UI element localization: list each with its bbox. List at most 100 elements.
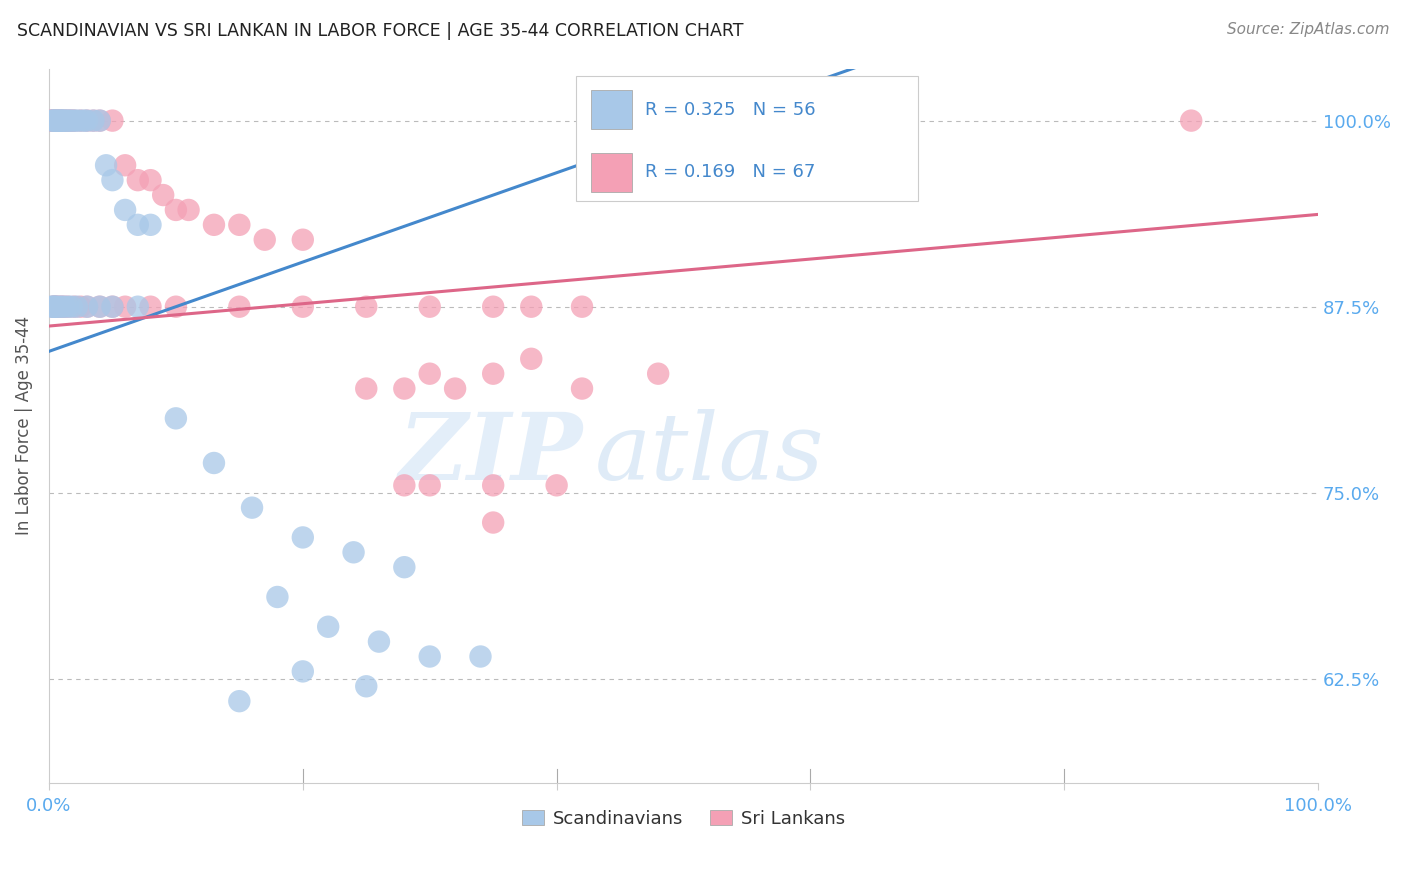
- Point: [49, 113, 72, 128]
- Point: [571, 382, 593, 396]
- Point: [101, 113, 124, 128]
- Point: [58, 113, 80, 128]
- Point: [51, 300, 73, 314]
- Point: [356, 679, 378, 693]
- Point: [152, 188, 174, 202]
- Point: [48, 113, 70, 128]
- Point: [177, 202, 200, 217]
- Text: atlas: atlas: [595, 409, 824, 500]
- Point: [101, 300, 124, 314]
- Point: [46, 113, 69, 128]
- Point: [291, 233, 314, 247]
- Point: [63, 113, 86, 128]
- Point: [44, 113, 66, 128]
- Point: [60, 113, 83, 128]
- Point: [114, 158, 136, 172]
- Text: SCANDINAVIAN VS SRI LANKAN IN LABOR FORCE | AGE 35-44 CORRELATION CHART: SCANDINAVIAN VS SRI LANKAN IN LABOR FORC…: [17, 22, 744, 40]
- Point: [42, 300, 65, 314]
- Point: [53, 300, 76, 314]
- Point: [368, 634, 391, 648]
- Point: [419, 367, 441, 381]
- Point: [60, 113, 83, 128]
- Point: [53, 113, 76, 128]
- Point: [546, 478, 568, 492]
- Point: [42, 113, 65, 128]
- Point: [82, 113, 104, 128]
- Point: [53, 300, 76, 314]
- Point: [48, 300, 70, 314]
- FancyBboxPatch shape: [575, 76, 918, 201]
- Point: [520, 351, 543, 366]
- Point: [228, 694, 250, 708]
- Text: R = 0.169   N = 67: R = 0.169 N = 67: [645, 163, 815, 181]
- Point: [48, 113, 70, 128]
- Point: [356, 300, 378, 314]
- Point: [394, 382, 416, 396]
- Point: [66, 300, 89, 314]
- Point: [482, 300, 505, 314]
- Point: [55, 113, 77, 128]
- Point: [60, 300, 83, 314]
- Point: [571, 300, 593, 314]
- Point: [48, 300, 70, 314]
- Point: [42, 300, 65, 314]
- Point: [342, 545, 364, 559]
- Text: Source: ZipAtlas.com: Source: ZipAtlas.com: [1226, 22, 1389, 37]
- Point: [41, 300, 63, 314]
- Point: [291, 530, 314, 544]
- Point: [419, 649, 441, 664]
- Point: [66, 113, 89, 128]
- Point: [44, 300, 66, 314]
- Point: [44, 300, 66, 314]
- Point: [394, 560, 416, 574]
- Point: [228, 300, 250, 314]
- Point: [394, 478, 416, 492]
- Point: [114, 300, 136, 314]
- Point: [41, 113, 63, 128]
- Point: [45, 300, 67, 314]
- Point: [51, 113, 73, 128]
- Text: R = 0.325   N = 56: R = 0.325 N = 56: [645, 101, 815, 119]
- Point: [419, 300, 441, 314]
- Point: [89, 300, 111, 314]
- Point: [42, 300, 65, 314]
- Point: [45, 300, 67, 314]
- Point: [41, 113, 63, 128]
- Point: [202, 456, 225, 470]
- Point: [520, 300, 543, 314]
- Point: [44, 113, 66, 128]
- Point: [69, 113, 91, 128]
- Point: [482, 478, 505, 492]
- Point: [94, 158, 117, 172]
- Point: [76, 300, 98, 314]
- Point: [266, 590, 288, 604]
- Point: [127, 173, 149, 187]
- Point: [63, 113, 86, 128]
- Point: [114, 202, 136, 217]
- Point: [42, 300, 65, 314]
- Point: [42, 113, 65, 128]
- Point: [240, 500, 263, 515]
- Point: [291, 665, 314, 679]
- FancyBboxPatch shape: [591, 90, 631, 129]
- Point: [63, 300, 86, 314]
- Point: [316, 620, 339, 634]
- Point: [470, 649, 492, 664]
- Point: [482, 367, 505, 381]
- Point: [444, 382, 467, 396]
- Point: [482, 516, 505, 530]
- Point: [165, 411, 187, 425]
- Point: [89, 113, 111, 128]
- Point: [45, 113, 67, 128]
- Point: [101, 173, 124, 187]
- Point: [55, 113, 77, 128]
- Point: [419, 478, 441, 492]
- Point: [253, 233, 276, 247]
- Point: [291, 300, 314, 314]
- Point: [228, 218, 250, 232]
- Point: [139, 300, 162, 314]
- Y-axis label: In Labor Force | Age 35-44: In Labor Force | Age 35-44: [15, 317, 32, 535]
- Point: [127, 300, 149, 314]
- Text: ZIP: ZIP: [398, 409, 582, 500]
- Point: [127, 218, 149, 232]
